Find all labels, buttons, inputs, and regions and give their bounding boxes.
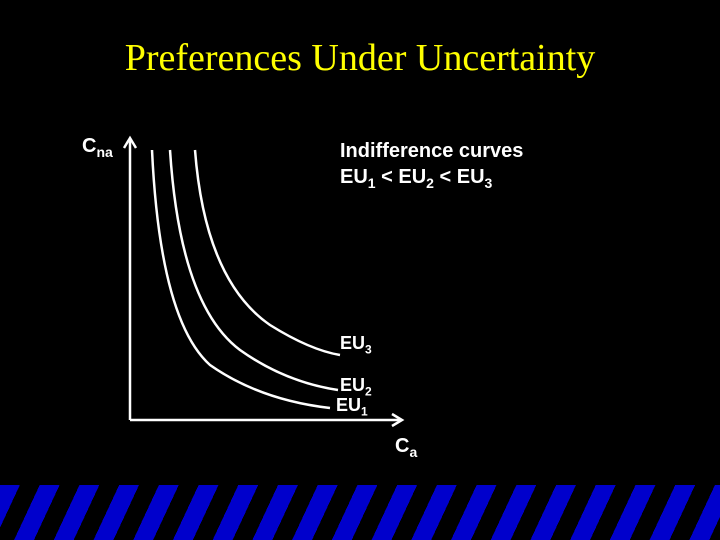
curve-eu1	[152, 150, 330, 408]
slide-title: Preferences Under Uncertainty	[0, 36, 720, 80]
x-axis-label: Ca	[395, 435, 417, 460]
curve-eu2	[170, 150, 338, 390]
bottom-hatch-band	[0, 485, 720, 540]
y-axis-label: Cna	[82, 135, 113, 160]
curve-label-eu1: EU1	[336, 395, 368, 419]
curve-label-eu3: EU3	[340, 333, 372, 357]
